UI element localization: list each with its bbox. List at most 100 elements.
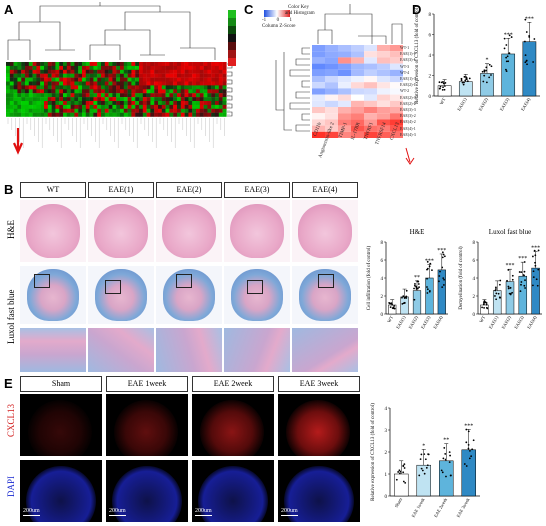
heatmap-cell (135, 89, 140, 94)
heatmap-cell (165, 112, 170, 117)
heatmap-cell (131, 77, 136, 82)
heatmap-cell (351, 119, 364, 126)
heatmap-cell (44, 104, 48, 109)
heatmap-cell (104, 77, 109, 82)
panel-c-dendrogram (275, 4, 403, 132)
group-label: EAE 3week (278, 376, 360, 392)
heatmap-cell (146, 81, 151, 86)
data-point (509, 287, 512, 289)
heatmap-cell (32, 89, 37, 94)
heatmap-cell (184, 104, 189, 109)
heatmap-cell (74, 73, 79, 78)
heatmap-cell (25, 62, 29, 67)
data-point (462, 83, 465, 86)
heatmap-cell (93, 77, 98, 82)
heatmap-cell (188, 85, 193, 90)
heatmap-cell (338, 131, 351, 138)
heatmap-cell (131, 112, 136, 117)
significance-label: ** (443, 438, 449, 444)
heatmap-cell (199, 97, 204, 102)
heatmap-cell (364, 125, 377, 132)
heatmap-cell (21, 81, 26, 86)
heatmap-cell (325, 100, 338, 107)
heatmap-cell (85, 62, 90, 67)
heatmap-cell (85, 69, 90, 74)
panel-c-row-label: EAE(3)-2 (400, 113, 416, 119)
heatmap-cell (55, 104, 60, 109)
heatmap-cell (150, 112, 155, 117)
heatmap-cell (116, 77, 121, 82)
heatmap-cell (377, 76, 390, 83)
heatmap-cell (146, 89, 151, 94)
heatmap-cell (150, 101, 155, 106)
data-point (482, 303, 485, 306)
heatmap-cell (173, 101, 178, 106)
heatmap-cell (218, 97, 223, 102)
data-point (405, 289, 408, 292)
heatmap-cell (177, 104, 181, 109)
heatmap-cell (154, 62, 159, 67)
heatmap-cell (59, 93, 64, 98)
data-point (403, 467, 406, 469)
heatmap-cell (196, 81, 200, 86)
heatmap-cell (108, 77, 113, 82)
heatmap-cell (55, 93, 60, 98)
heatmap-cell (390, 94, 403, 101)
heatmap-cell (28, 108, 33, 113)
heatmap-cell (97, 81, 102, 86)
y-axis-label: Relative expression of CXCL13 (fold of c… (371, 403, 376, 501)
heatmap-cell (192, 85, 197, 90)
chart-title: Luxol fast blue (489, 228, 531, 236)
data-point (511, 291, 514, 294)
heatmap-cell (97, 89, 102, 94)
heatmap-cell (13, 65, 18, 70)
y-tick-label: 6 (429, 34, 432, 39)
heatmap-cell (169, 73, 174, 78)
heatmap-cell (173, 73, 178, 78)
data-point (397, 471, 400, 473)
y-axis-label: Cell infiltration (fold of control) (367, 245, 372, 310)
data-point (417, 280, 420, 283)
significance-label: *** (437, 248, 446, 254)
heatmap-cell (25, 93, 29, 98)
heatmap-cell (169, 81, 174, 86)
heatmap-cell (6, 65, 10, 70)
heatmap-cell (161, 73, 166, 78)
data-point (471, 448, 474, 451)
data-point (419, 458, 422, 460)
heatmap-cell (211, 89, 216, 94)
heatmap-cell (192, 108, 197, 113)
heatmap-cell (101, 101, 105, 106)
data-point (440, 469, 443, 472)
heatmap-cell (25, 85, 29, 90)
data-point (417, 283, 420, 285)
heatmap-cell (135, 104, 140, 109)
heatmap-cell (196, 89, 200, 94)
data-point (442, 86, 444, 89)
heatmap-cell (32, 62, 37, 67)
heatmap-cell (25, 77, 29, 82)
cxcl13-fluorescence-image (20, 394, 102, 456)
heatmap-cell (203, 65, 208, 70)
heatmap-cell (63, 85, 67, 90)
heatmap-cell (112, 97, 117, 102)
heatmap-cell (218, 65, 223, 70)
heatmap-cell (222, 108, 227, 113)
heatmap-cell (74, 85, 79, 90)
heatmap-cell (154, 108, 159, 113)
heatmap-cell (192, 65, 197, 70)
panel-c-row-label: EAE(4)-1 (400, 125, 416, 131)
heatmap-cell (158, 112, 162, 117)
data-point (441, 266, 444, 269)
heatmap-cell (215, 89, 219, 94)
heatmap-cell (70, 97, 75, 102)
group-label: EAE(2) (156, 182, 222, 198)
heatmap-cell (222, 73, 227, 78)
heatmap-cell (215, 97, 219, 102)
heatmap-cell (131, 65, 136, 70)
heatmap-cell (25, 108, 29, 113)
panel-c-row-label: EAE(1)-3 (400, 76, 416, 81)
heatmap-cell (158, 65, 162, 70)
heatmap-cell (139, 69, 143, 74)
heatmap-cell (127, 108, 132, 113)
